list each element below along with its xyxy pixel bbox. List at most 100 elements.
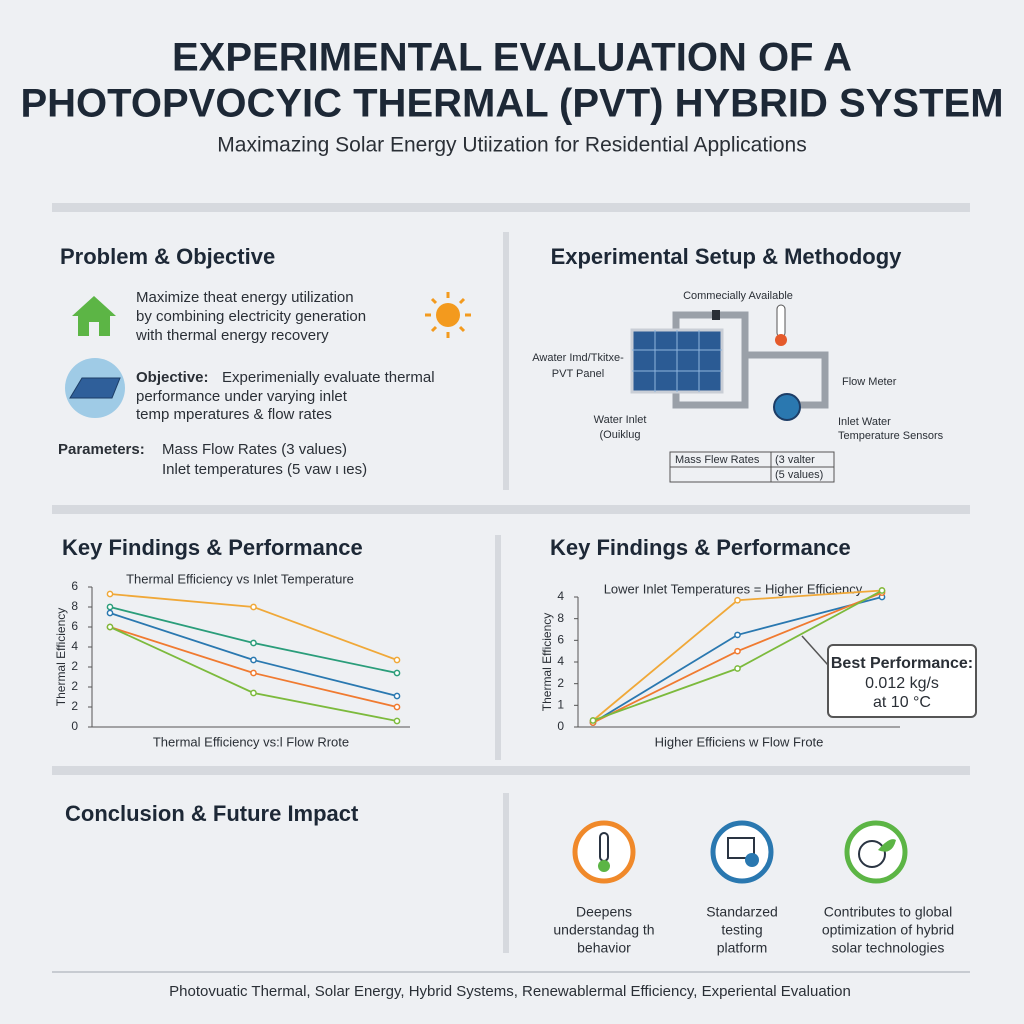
- annotation: Best Performance:: [831, 655, 973, 672]
- y-tick-label: 4: [71, 639, 78, 653]
- parameters-text: Inlet temperatures (5 vaw ι ιes): [162, 461, 367, 478]
- y-tick-label: 0: [71, 719, 78, 733]
- platform-icon: [727, 837, 755, 859]
- y-tick-label: 2: [71, 699, 78, 713]
- setup-label: Inlet Water: [838, 416, 891, 428]
- divider: [52, 505, 970, 514]
- y-tick-label: 4: [557, 589, 564, 603]
- separator: [503, 793, 509, 953]
- subtitle: Maximazing Solar Energy Utiization for R…: [217, 134, 806, 157]
- y-tick-label: 0: [557, 719, 564, 733]
- parameters-label: Parameters:: [58, 441, 145, 458]
- annotation-box: [827, 644, 977, 718]
- impact-text: Contributes to global: [824, 904, 952, 920]
- panel-icon: [69, 377, 121, 399]
- y-tick-label: 6: [71, 619, 78, 633]
- data-point: [250, 603, 257, 611]
- y-tick-label: 1: [557, 698, 564, 712]
- setup-label: Temperature Sensors: [838, 430, 944, 442]
- section-heading: Key Findings & Performance: [62, 535, 363, 560]
- y-tick-label: 2: [71, 679, 78, 693]
- thermometer: [776, 304, 786, 338]
- data-point: [393, 669, 401, 677]
- problem-text: by combining electricity generation: [136, 308, 366, 325]
- y-tick-label: 8: [557, 611, 564, 625]
- y-tick-label: 6: [557, 633, 564, 647]
- objective-text: Experimenially evaluate thermal: [222, 369, 435, 386]
- data-point: [250, 689, 257, 697]
- objective-label: Objective:: [136, 369, 209, 386]
- data-point: [106, 603, 114, 611]
- data-point: [734, 665, 741, 672]
- sun-rays: [425, 292, 471, 338]
- sun-icon: [436, 303, 460, 327]
- globe-icon: [858, 840, 886, 868]
- y-axis-label: Thermal Efficiency: [540, 613, 554, 711]
- title: EXPERIMENTAL EVALUATION OF A: [172, 36, 852, 80]
- footer: Photovuatic Thermal, Solar Energy, Hybri…: [169, 983, 851, 1000]
- setup-label: Commecially Available: [683, 290, 793, 302]
- impact-text: solar technologies: [832, 940, 945, 956]
- x-axis-label: Thermal Efficiency vs:l Flow Rrote: [153, 734, 349, 749]
- data-point: [106, 590, 114, 598]
- title: PHOTOPVOCYIC THERMAL (PVT) HYBRID SYSTEM: [20, 82, 1003, 126]
- section-heading: Conclusion & Future Impact: [65, 801, 359, 826]
- annotation: at 10 °C: [873, 694, 931, 711]
- setup-label: Awater Imd/Tkitxe-: [532, 352, 624, 364]
- data-point: [393, 703, 401, 711]
- data-point: [250, 639, 257, 647]
- thermometer-icon: [599, 832, 609, 862]
- y-tick-label: 2: [557, 676, 564, 690]
- house-icon: [72, 296, 116, 336]
- data-point: [393, 692, 401, 700]
- data-point: [393, 656, 401, 664]
- setup-label: PVT Panel: [552, 368, 604, 380]
- setup-table-grid: [669, 451, 835, 483]
- annotation-pointer: [801, 635, 829, 666]
- impact-text: testing: [721, 922, 762, 938]
- y-tick-label: 6: [71, 579, 78, 593]
- impact-text: Standarzed: [706, 904, 778, 920]
- problem-text: Maximize theat energy utilization: [136, 289, 354, 306]
- y-axis-label: Thermal Efficiency: [54, 608, 68, 706]
- data-point: [106, 609, 114, 617]
- impact-text: Deepens: [576, 904, 632, 920]
- objective-text: temp mperatures & flow rates: [136, 406, 332, 423]
- impact-text: behavior: [577, 940, 631, 956]
- separator: [495, 535, 501, 760]
- setup-label: (Ouiklug: [600, 429, 641, 441]
- data-point: [878, 587, 886, 594]
- flow-meter: [773, 393, 801, 421]
- pipes: [672, 311, 829, 409]
- table-cell: Mass Flew Rates: [675, 454, 760, 466]
- setup-label: Flow Meter: [842, 376, 897, 388]
- data-point: [250, 656, 257, 664]
- section-heading: Key Findings & Performance: [550, 535, 851, 560]
- house-door: [89, 322, 99, 336]
- impact-text: understandag th: [553, 922, 654, 938]
- pv-grid: [632, 330, 722, 392]
- problem-text: with thermal energy recovery: [135, 327, 329, 344]
- impact-text: platform: [717, 940, 768, 956]
- thermometer-icon: [598, 860, 610, 872]
- objective-text: performance under varying inlet: [136, 388, 348, 405]
- leaf-icon: [878, 839, 896, 852]
- valve: [712, 310, 720, 320]
- table-cell: (3 valter: [775, 454, 815, 466]
- y-tick-label: 8: [71, 599, 78, 613]
- data-point: [734, 631, 741, 639]
- data-point: [734, 647, 741, 655]
- separator: [503, 232, 509, 490]
- data-point: [734, 596, 741, 604]
- divider: [52, 766, 970, 775]
- setup-label: Water Inlet: [594, 414, 647, 426]
- data-point: [106, 623, 114, 631]
- impact-text: optimization of hybrid: [822, 922, 954, 938]
- data-point: [250, 669, 257, 677]
- y-tick-label: 2: [71, 659, 78, 673]
- gear-icon: [745, 853, 759, 867]
- section-heading: Problem & Objective: [60, 244, 275, 269]
- data-point: [589, 717, 597, 724]
- y-tick-label: 4: [557, 654, 564, 668]
